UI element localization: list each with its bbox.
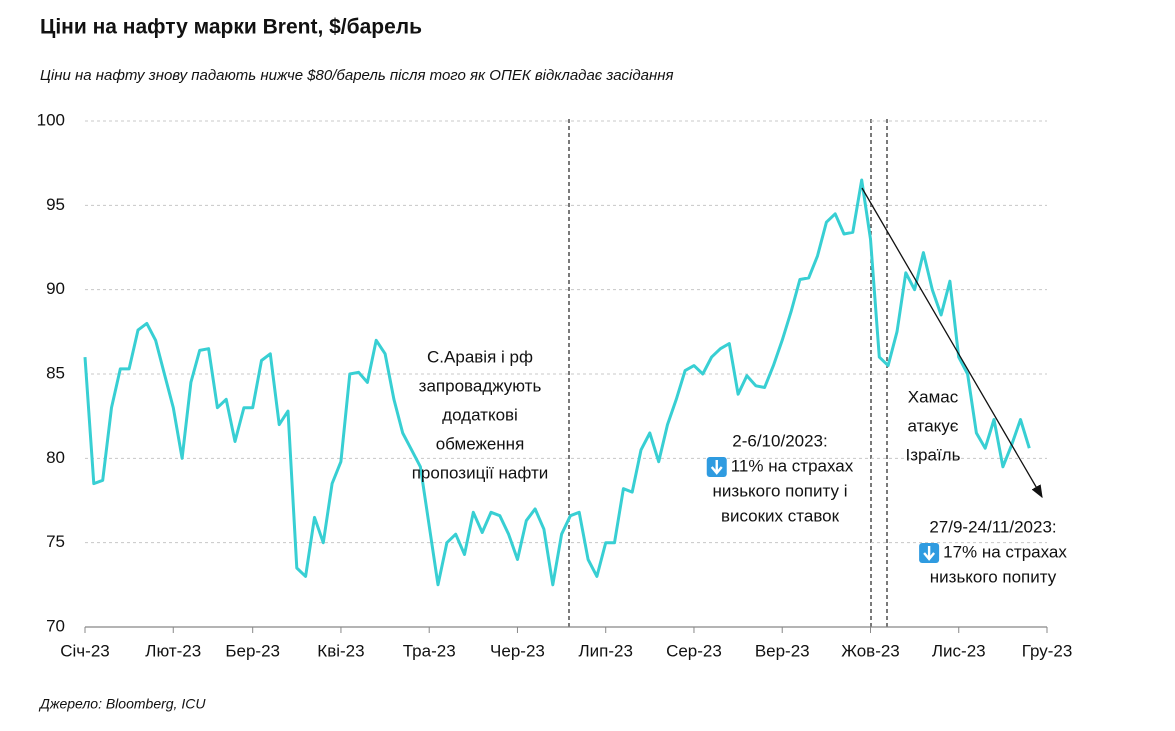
trend-arrow (861, 187, 1043, 499)
y-tick-label: 70 (46, 616, 65, 635)
annotation-text: обмеження (436, 434, 525, 453)
x-tick-label: Вер-23 (755, 641, 810, 660)
annotation-text: 27/9-24/11/2023: (929, 517, 1056, 536)
source-note: Джерело: Bloomberg, ICU (38, 696, 206, 712)
x-tick-label: Чер-23 (490, 641, 545, 660)
x-tick-label: Січ-23 (60, 641, 109, 660)
down-icon-arrow (923, 546, 936, 561)
x-tick-label: Жов-23 (841, 641, 900, 660)
annotation-text: Хамас (908, 387, 959, 406)
annotation-text: додаткові (442, 405, 518, 424)
annotation-text: низького попиту і (713, 481, 848, 500)
annotation-text: 11% на страхах (731, 456, 854, 475)
chart-subtitle: Ціни на нафту знову падають нижче $80/ба… (40, 67, 674, 84)
x-tick-label: Бер-23 (225, 641, 280, 660)
annotation-text: низького попиту (930, 567, 1057, 586)
annotation-text: атакує (908, 416, 959, 435)
annotation-text: С.Аравія і рф (427, 347, 533, 366)
y-tick-label: 85 (46, 363, 65, 382)
annotation-text: 17% на страхах (943, 542, 1067, 561)
x-tick-label: Лют-23 (145, 641, 201, 660)
chart-title: Ціни на нафту марки Brent, $/барель (40, 16, 422, 39)
x-tick-label: Кві-23 (317, 641, 364, 660)
x-tick-label: Гру-23 (1022, 641, 1073, 660)
x-tick-label: Тра-23 (403, 641, 456, 660)
annotation-text: Ізраїль (906, 445, 961, 464)
y-tick-label: 90 (46, 279, 65, 298)
down-icon-arrow (710, 460, 723, 475)
x-tick-label: Лип-23 (578, 641, 632, 660)
price-line (83, 178, 1031, 587)
event-lines (568, 119, 888, 627)
x-tick-label: Сер-23 (666, 641, 722, 660)
x-tick-label: Лис-23 (932, 641, 986, 660)
annotation-text: запроваджують (419, 376, 542, 395)
y-tick-label: 80 (46, 448, 65, 467)
annotation-text: 2-6/10/2023: (732, 431, 827, 450)
y-tick-label: 100 (37, 110, 65, 129)
annotation-text: високих ставок (721, 506, 840, 525)
y-tick-label: 95 (46, 195, 65, 214)
y-tick-label: 75 (46, 532, 65, 551)
annotation-text: пропозиції нафти (412, 463, 549, 482)
